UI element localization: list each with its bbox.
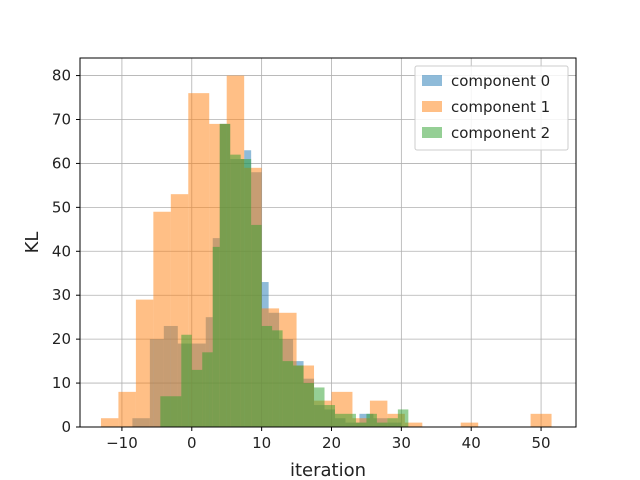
histogram-bar xyxy=(397,409,409,427)
x-tick-label: 40 xyxy=(462,434,481,452)
histogram-bar xyxy=(530,413,552,427)
histogram-bar xyxy=(240,159,252,428)
x-tick-label: 0 xyxy=(187,434,197,452)
y-tick-label: 40 xyxy=(52,242,71,260)
legend-swatch xyxy=(422,101,442,112)
histogram-bar xyxy=(376,422,388,427)
histogram-bar xyxy=(219,123,231,428)
legend-swatch xyxy=(422,75,442,86)
y-tick-label: 20 xyxy=(52,330,71,348)
histogram-bar xyxy=(202,352,213,427)
histogram-bar xyxy=(251,224,262,427)
histogram-bar xyxy=(100,418,119,427)
histogram-bar xyxy=(160,396,182,427)
histogram-bar xyxy=(118,391,136,427)
histogram-bar xyxy=(303,383,315,427)
series-2-bars xyxy=(160,123,409,428)
histogram-bar xyxy=(293,365,304,427)
y-tick-label: 30 xyxy=(52,286,71,304)
legend: component 0 component 1 component 2 xyxy=(414,65,569,151)
x-tick-label: 50 xyxy=(532,434,551,452)
legend-swatch xyxy=(422,127,442,138)
histogram-bar xyxy=(188,93,210,428)
legend-label: component 2 xyxy=(451,124,550,142)
histogram-bar xyxy=(345,413,356,427)
plot-frame xyxy=(79,57,577,428)
histogram-bar xyxy=(324,405,335,427)
histogram-bar xyxy=(135,299,154,427)
histogram-bar xyxy=(153,211,171,427)
histogram-bar xyxy=(366,413,377,427)
histogram-bar xyxy=(230,154,241,427)
x-tick-label: 30 xyxy=(392,434,411,452)
x-tick-label: 10 xyxy=(252,434,271,452)
histogram-bar xyxy=(212,246,220,427)
axis-ticks: −10 0 10 20 30 40 50 0 10 20 30 40 50 60 70 80 xyxy=(52,67,551,452)
histogram-bar xyxy=(272,330,283,427)
histogram-bar xyxy=(181,334,192,427)
histogram-bar xyxy=(334,413,346,427)
histogram-bar xyxy=(191,369,203,427)
y-tick-label: 50 xyxy=(52,198,71,216)
histogram-bar xyxy=(314,387,325,427)
histogram-bar xyxy=(282,361,294,427)
histogram-bars xyxy=(100,75,552,428)
x-tick-label: 20 xyxy=(322,434,341,452)
y-tick-label: 0 xyxy=(61,418,71,436)
histogram-bar xyxy=(355,422,367,427)
histogram-bar xyxy=(460,422,479,427)
y-tick-label: 10 xyxy=(52,374,71,392)
histogram-bar xyxy=(404,422,423,427)
y-tick-label: 60 xyxy=(52,154,71,172)
y-tick-label: 80 xyxy=(52,67,71,85)
legend-label: component 1 xyxy=(451,98,550,116)
x-axis-label: iteration xyxy=(290,460,366,480)
histogram-bar xyxy=(387,418,398,427)
y-axis-label: KL xyxy=(22,232,43,254)
legend-label: component 0 xyxy=(451,72,550,90)
histogram-bar xyxy=(261,325,273,427)
legend-box xyxy=(414,65,569,151)
x-tick-label: −10 xyxy=(106,434,138,452)
y-tick-label: 70 xyxy=(52,111,71,129)
